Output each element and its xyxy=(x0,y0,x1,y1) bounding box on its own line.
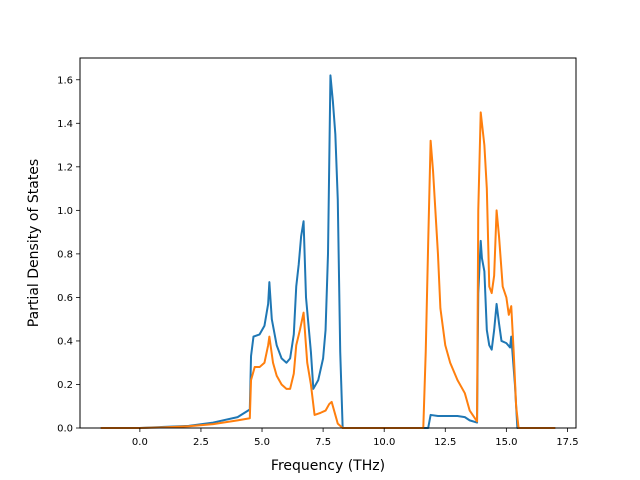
x-tick-label: 12.5 xyxy=(434,437,456,448)
y-tick-label: 1.0 xyxy=(57,206,73,217)
y-ticks: 0.0 0.2 0.4 0.6 0.8 1.0 1.2 1.4 1.6 xyxy=(57,75,80,435)
x-tick-label: 7.5 xyxy=(315,437,331,448)
x-tick-label: 2.5 xyxy=(193,437,209,448)
y-tick-label: 1.6 xyxy=(57,75,73,86)
x-tick-label: 5.0 xyxy=(254,437,270,448)
y-tick-label: 0.6 xyxy=(57,293,73,304)
y-tick-label: 1.4 xyxy=(57,119,73,130)
series-layer xyxy=(100,74,556,429)
y-axis-label: Partial Density of States xyxy=(26,159,42,327)
y-tick-label: 0.2 xyxy=(57,380,73,391)
x-tick-label: 15.0 xyxy=(495,437,517,448)
series-line-2 xyxy=(100,111,556,429)
y-tick-label: 1.2 xyxy=(57,162,73,173)
series-line-1 xyxy=(100,74,556,429)
x-axis-label: Frequency (THz) xyxy=(271,458,385,474)
x-ticks: 0.0 2.5 5.0 7.5 10.0 12.5 15.0 17.5 xyxy=(132,428,579,448)
x-tick-label: 10.0 xyxy=(373,437,395,448)
plot-frame xyxy=(79,57,577,429)
x-tick-label: 0.0 xyxy=(132,437,148,448)
x-tick-label: 17.5 xyxy=(556,437,578,448)
y-tick-label: 0.8 xyxy=(57,249,73,260)
y-tick-label: 0.4 xyxy=(57,336,73,347)
y-tick-label: 0.0 xyxy=(57,424,73,435)
